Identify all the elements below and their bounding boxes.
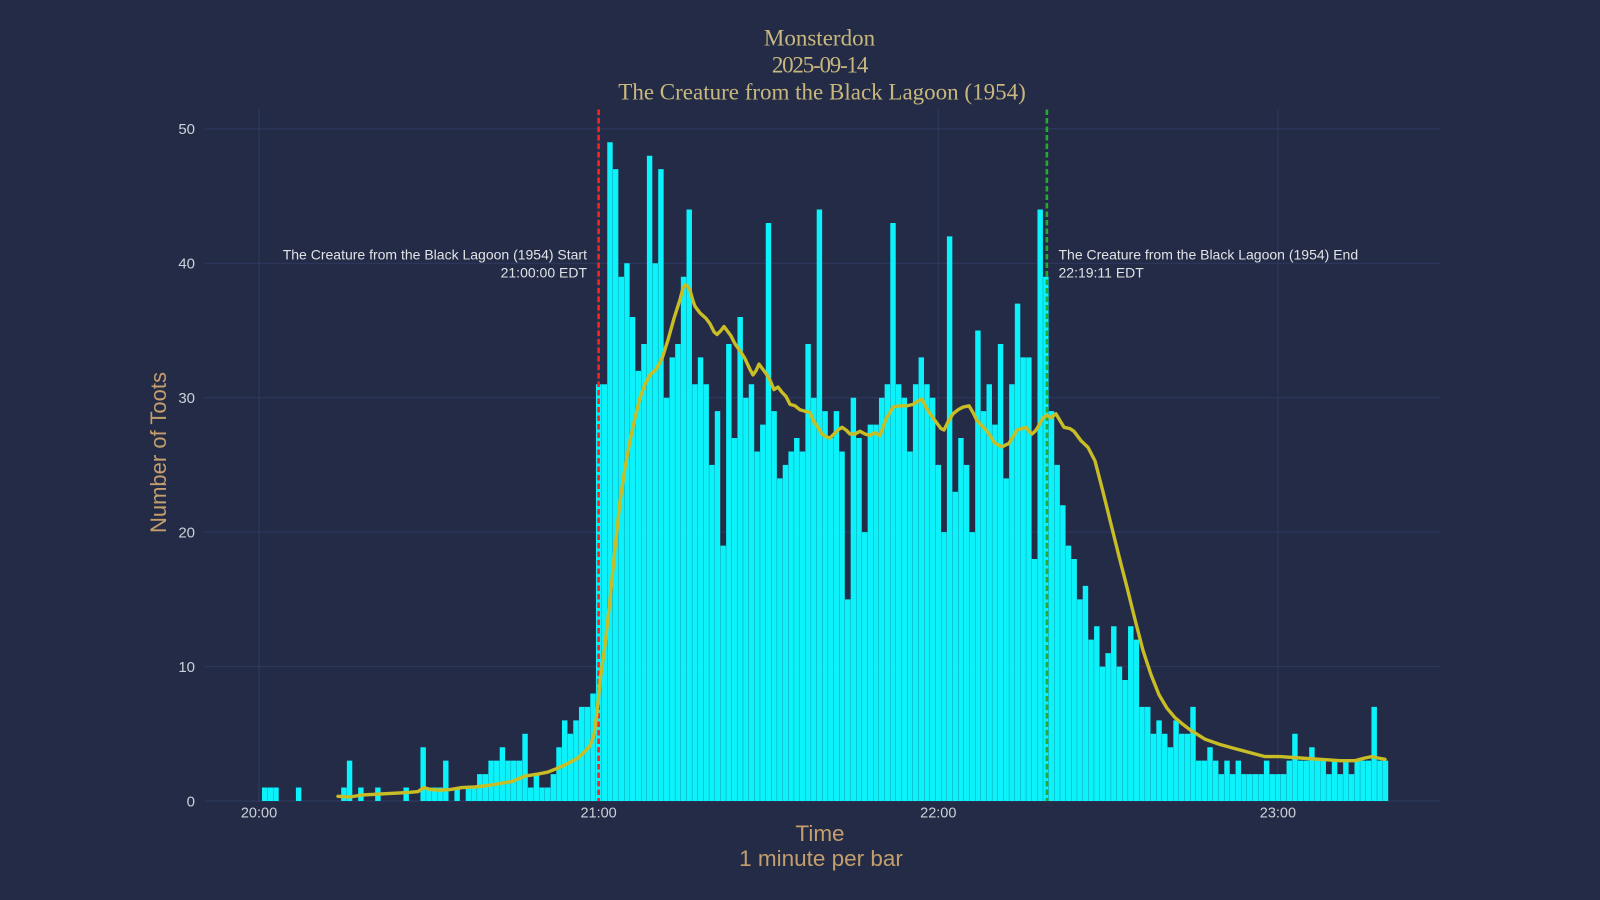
svg-text:50: 50 [178, 121, 195, 138]
svg-text:Monsterdon: Monsterdon [764, 26, 876, 51]
svg-text:The Creature from the Black La: The Creature from the Black Lagoon (1954… [1059, 247, 1359, 263]
svg-text:1 minute per bar: 1 minute per bar [739, 846, 903, 871]
svg-text:23:00: 23:00 [1260, 806, 1296, 822]
svg-text:22:00: 22:00 [920, 806, 956, 822]
svg-text:10: 10 [178, 659, 195, 676]
svg-text:0: 0 [187, 793, 195, 810]
svg-text:21:00: 21:00 [580, 806, 616, 822]
svg-text:The Creature from the Black La: The Creature from the Black Lagoon (1954… [618, 80, 1025, 105]
svg-text:22:19:11 EDT: 22:19:11 EDT [1059, 265, 1145, 281]
svg-text:Number of Toots: Number of Toots [146, 372, 171, 533]
svg-text:30: 30 [178, 390, 195, 407]
svg-text:Time: Time [795, 821, 844, 846]
svg-text:20: 20 [178, 524, 195, 541]
svg-text:40: 40 [178, 256, 195, 273]
svg-text:21:00:00 EDT: 21:00:00 EDT [501, 265, 588, 281]
svg-text:2025-09-14: 2025-09-14 [772, 53, 869, 78]
svg-text:20:00: 20:00 [241, 806, 277, 822]
svg-text:The Creature from the Black La: The Creature from the Black Lagoon (1954… [283, 247, 587, 263]
